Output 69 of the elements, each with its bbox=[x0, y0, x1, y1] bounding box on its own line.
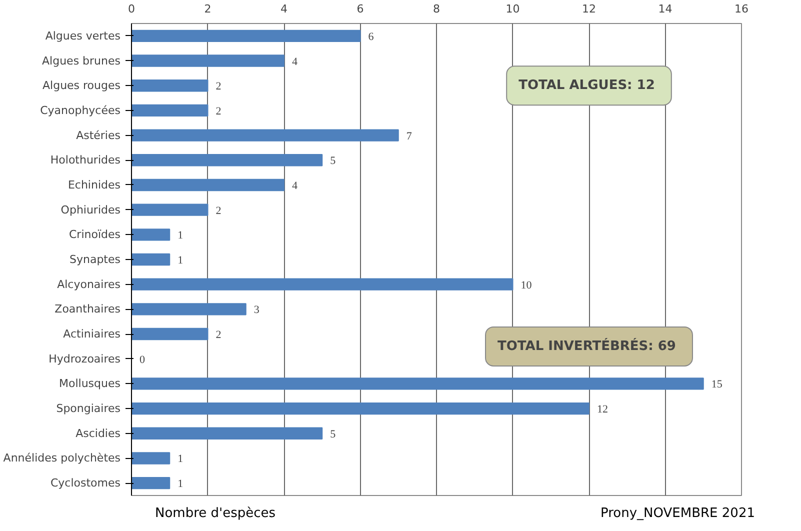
data-label: 4 bbox=[292, 180, 298, 192]
bar bbox=[132, 80, 208, 92]
data-label: 10 bbox=[520, 279, 532, 292]
y-tick-label: Zoanthaires bbox=[54, 302, 121, 316]
x-tick-label: 14 bbox=[658, 2, 672, 16]
data-label: 5 bbox=[330, 155, 336, 168]
data-label: 1 bbox=[178, 453, 184, 466]
y-tick-label: Actiniaires bbox=[63, 328, 121, 341]
bar bbox=[132, 54, 284, 67]
annotation: TOTAL INVERTÉBRÉS: 69 bbox=[498, 336, 676, 354]
text: Prony_NOVEMBRE 2021 bbox=[600, 505, 755, 523]
x-tick-label: 12 bbox=[582, 2, 596, 16]
bar bbox=[132, 278, 514, 290]
y-tick-label: Ascidies bbox=[76, 426, 121, 440]
bar bbox=[132, 30, 361, 42]
bar bbox=[132, 129, 399, 142]
bar bbox=[132, 204, 208, 216]
y-tick-label: Crinoïdes bbox=[69, 228, 121, 242]
y-tick-label: Algues brunes bbox=[42, 54, 121, 68]
data-label: 12 bbox=[597, 404, 608, 416]
bar bbox=[132, 452, 170, 464]
y-tick-label: Echinides bbox=[68, 178, 121, 192]
data-label: 5 bbox=[330, 428, 336, 440]
bar bbox=[132, 303, 246, 316]
bar bbox=[132, 427, 323, 440]
bar bbox=[132, 402, 590, 415]
bar bbox=[132, 476, 170, 490]
data-label: 6 bbox=[368, 30, 374, 43]
data-label: 2 bbox=[216, 105, 222, 118]
bar bbox=[132, 228, 170, 241]
data-label: 2 bbox=[216, 204, 222, 217]
data-label: 1 bbox=[178, 478, 184, 490]
y-tick-label: Holothurides bbox=[50, 154, 121, 167]
x-tick-label: 8 bbox=[433, 2, 440, 16]
y-tick-label: Cyanophycées bbox=[40, 104, 121, 117]
data-label: 1 bbox=[178, 254, 184, 266]
y-tick-label: Mollusques bbox=[59, 377, 121, 390]
y-tick-label: Hydrozoaires bbox=[48, 352, 121, 366]
y-tick-label: Annélides polychètes bbox=[3, 452, 121, 465]
y-tick-label: Cyclostomes bbox=[50, 476, 121, 490]
data-label: 0 bbox=[140, 354, 146, 366]
x-axis-title: Nombre d'espèces bbox=[155, 505, 276, 523]
annotation: TOTAL ALGUES: 12 bbox=[518, 78, 655, 94]
y-tick-label: Astéries bbox=[76, 128, 121, 142]
bar bbox=[132, 154, 323, 166]
bar bbox=[132, 328, 208, 340]
data-label: 15 bbox=[711, 378, 723, 391]
bar bbox=[132, 253, 170, 266]
y-tick-label: Spongiaires bbox=[56, 402, 121, 416]
data-label: 4 bbox=[292, 56, 298, 68]
data-label: 2 bbox=[216, 329, 222, 342]
x-tick-label: 6 bbox=[356, 2, 364, 16]
x-tick-label: 10 bbox=[506, 2, 520, 16]
x-tick-label: 2 bbox=[204, 2, 212, 16]
y-tick-label: Synaptes bbox=[70, 253, 121, 266]
data-label: 1 bbox=[178, 230, 184, 242]
data-label: 7 bbox=[406, 130, 412, 142]
y-tick-label: Ophiurides bbox=[60, 203, 121, 216]
bar bbox=[132, 104, 208, 117]
y-tick-label: Algues rouges bbox=[42, 79, 121, 92]
data-label: 2 bbox=[216, 80, 222, 93]
y-tick-label: Algues vertes bbox=[45, 29, 121, 42]
x-tick-label: 0 bbox=[128, 2, 135, 16]
data-label: 3 bbox=[254, 304, 260, 316]
bar bbox=[132, 178, 284, 192]
x-tick-label: 16 bbox=[734, 2, 748, 16]
x-tick-label: 4 bbox=[280, 2, 288, 16]
y-tick-label: Alcyonaires bbox=[57, 278, 121, 291]
bar bbox=[132, 378, 704, 390]
